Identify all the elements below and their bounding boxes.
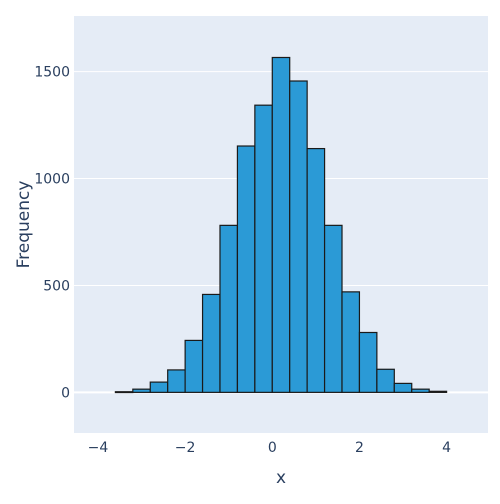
x-axis-title: x [276, 468, 286, 488]
histogram-bar [306, 147, 326, 393]
histogram-bar [114, 391, 134, 394]
histogram-bar [184, 339, 204, 393]
histogram-bar [167, 369, 186, 393]
y-tick-label: 1500 [34, 65, 70, 81]
histogram-bar [219, 224, 239, 393]
y-axis-title: Frequency [14, 181, 34, 269]
x-tick-label: −4 [88, 440, 109, 456]
histogram-bar [271, 56, 291, 393]
histogram-bar [254, 104, 273, 393]
histogram-bar [428, 390, 448, 393]
histogram-bar [149, 381, 169, 393]
x-tick-labels: −4 −2 0 2 4 [88, 440, 451, 456]
histogram-bar [132, 388, 151, 393]
histogram-bar [376, 368, 395, 393]
histogram-bar [201, 293, 221, 393]
histogram-bar [341, 291, 361, 393]
histogram-bar [323, 224, 343, 393]
histogram-bar [411, 388, 430, 393]
x-tick-label: 4 [442, 440, 451, 456]
y-tick-label: 1000 [34, 172, 70, 188]
histogram-bars [114, 56, 448, 394]
y-tick-label: 0 [61, 385, 70, 401]
x-tick-label: −2 [175, 440, 196, 456]
y-tick-labels: 0 500 1000 1500 [34, 65, 70, 402]
histogram-bar [236, 145, 256, 393]
x-tick-label: 2 [355, 440, 364, 456]
histogram-bar [289, 80, 308, 393]
histogram-bar [358, 331, 378, 393]
y-tick-label: 500 [43, 278, 70, 294]
x-tick-label: 0 [268, 440, 277, 456]
histogram-bar [393, 382, 413, 393]
